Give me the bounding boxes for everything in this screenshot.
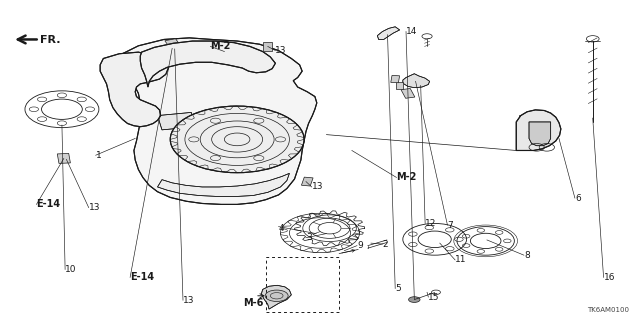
Text: 14: 14: [406, 27, 417, 36]
Bar: [266, 257, 339, 312]
Text: 2: 2: [383, 240, 388, 249]
Polygon shape: [391, 76, 399, 83]
Text: 1: 1: [96, 151, 102, 160]
Text: M-6: M-6: [244, 298, 264, 308]
Text: FR.: FR.: [40, 35, 61, 45]
Text: 10: 10: [65, 265, 77, 274]
Text: E-14: E-14: [130, 272, 154, 282]
Text: E-14: E-14: [36, 199, 61, 209]
Text: 11: 11: [455, 255, 467, 264]
Polygon shape: [157, 173, 289, 196]
Polygon shape: [396, 82, 403, 89]
Text: M-2: M-2: [211, 41, 231, 52]
Circle shape: [265, 290, 288, 301]
Polygon shape: [157, 112, 196, 130]
Polygon shape: [261, 285, 291, 309]
Text: 8: 8: [524, 251, 530, 260]
Text: 7: 7: [447, 220, 453, 229]
Polygon shape: [58, 153, 70, 164]
Text: 3: 3: [306, 233, 312, 242]
Polygon shape: [100, 52, 168, 127]
Polygon shape: [109, 38, 317, 204]
Polygon shape: [263, 42, 272, 51]
Text: 13: 13: [312, 182, 323, 191]
Circle shape: [170, 106, 304, 173]
Polygon shape: [378, 27, 399, 39]
Text: 4: 4: [278, 224, 284, 233]
Polygon shape: [403, 74, 429, 88]
Text: 12: 12: [425, 219, 436, 228]
Polygon shape: [401, 88, 415, 98]
Text: 6: 6: [575, 194, 580, 203]
Text: 9: 9: [357, 241, 363, 250]
Text: 16: 16: [604, 273, 615, 282]
Text: M-2: M-2: [396, 172, 417, 182]
Circle shape: [408, 297, 420, 302]
Text: 13: 13: [183, 296, 195, 305]
Polygon shape: [516, 110, 561, 150]
Text: 13: 13: [275, 46, 287, 55]
Polygon shape: [301, 177, 313, 186]
Polygon shape: [140, 41, 275, 87]
Bar: [519, 115, 550, 124]
Text: 5: 5: [395, 284, 401, 293]
Polygon shape: [164, 39, 182, 50]
Text: 13: 13: [89, 203, 100, 212]
Text: TK6AM0100: TK6AM0100: [587, 307, 629, 313]
Text: 15: 15: [428, 292, 440, 301]
Polygon shape: [529, 122, 550, 146]
